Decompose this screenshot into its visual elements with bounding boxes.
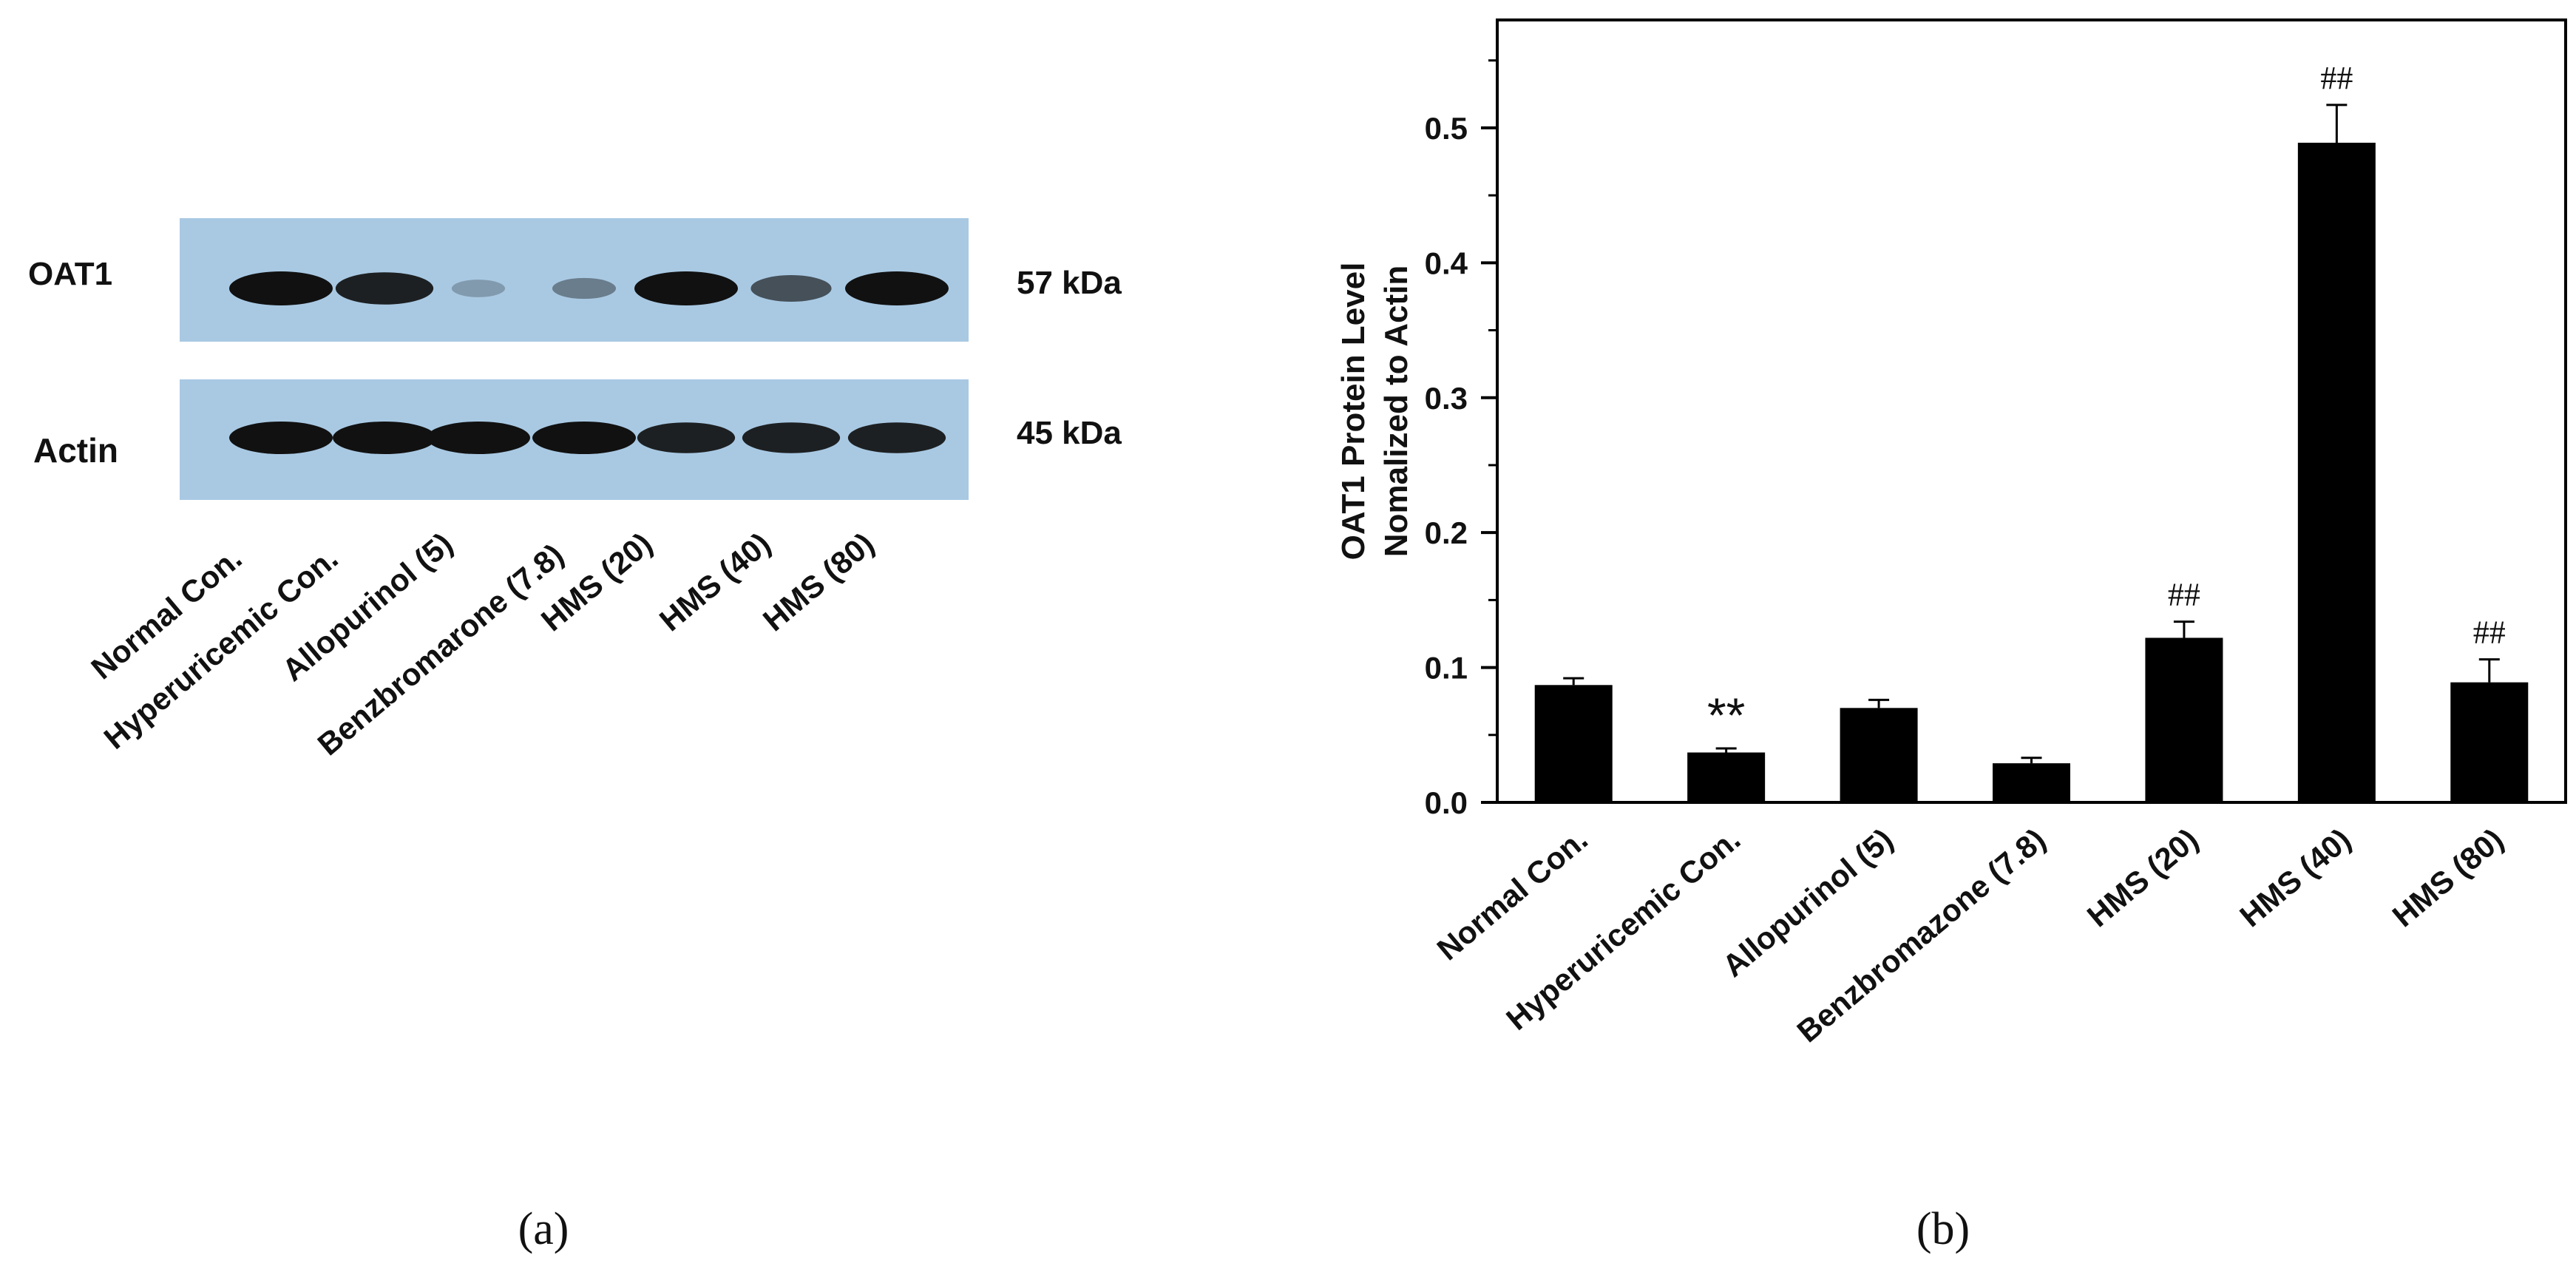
x-tick-label: Normal Con. — [1431, 822, 1594, 967]
y-axis-title-line2: Nomalized to Actin — [1378, 265, 1414, 557]
oat1-band — [451, 280, 506, 297]
y-tick-label: 0.2 — [1425, 515, 1468, 550]
oat1-bands — [229, 271, 949, 305]
bar — [1840, 708, 1918, 802]
western-blot-panel: OAT1 Actin 57 kDa 45 kDa Normal Con. Hyp… — [28, 218, 1122, 1254]
actin-band — [847, 422, 946, 453]
y-axis-title: OAT1 Protein Level Nomalized to Actin — [1335, 263, 1414, 561]
x-tick-label: HMS (80) — [2386, 822, 2510, 934]
oat1-band — [750, 275, 832, 302]
actin-size-label: 45 kDa — [1017, 415, 1122, 451]
bar — [2297, 142, 2376, 802]
actin-row-label: Actin — [33, 431, 118, 470]
actin-band — [333, 422, 436, 454]
bar — [1534, 685, 1613, 802]
annotation: ## — [2473, 615, 2506, 651]
y-tick-label: 0.5 — [1425, 111, 1468, 146]
panel-a-caption: (a) — [518, 1204, 569, 1254]
oat1-band — [552, 277, 617, 300]
bar — [1993, 763, 2070, 802]
oat1-band — [335, 272, 434, 305]
y-tick-label: 0.3 — [1425, 381, 1468, 416]
actin-band — [637, 422, 736, 453]
x-tick-label: HMS (40) — [2233, 822, 2357, 934]
oat1-band — [229, 271, 333, 305]
plot-frame — [1496, 18, 2567, 804]
actin-band — [427, 422, 530, 454]
actin-bands — [229, 422, 946, 454]
x-tick-label: HMS (20) — [2081, 822, 2205, 934]
oat1-band — [845, 271, 949, 305]
annotation: ## — [2168, 577, 2200, 613]
oat1-row-label: OAT1 — [28, 256, 112, 292]
oat1-size-label: 57 kDa — [1017, 265, 1122, 301]
lane-label: Benzbromarone (7.8) — [311, 537, 570, 762]
y-axis-title-line1: OAT1 Protein Level — [1335, 263, 1372, 561]
bar — [1687, 752, 1766, 802]
y-tick-label: 0.4 — [1425, 246, 1468, 280]
lane-label: HMS (40) — [653, 526, 777, 638]
actin-band — [229, 422, 333, 454]
y-axis: 0.0 0.1 0.2 0.3 0.4 0.5 — [1425, 59, 1497, 820]
bar-series — [1534, 142, 2529, 802]
panel-b-caption: (b) — [1916, 1204, 1970, 1254]
error-bars — [1563, 104, 2500, 764]
annotation: ## — [2320, 60, 2353, 96]
bar — [2450, 682, 2529, 802]
actin-band — [742, 422, 841, 453]
y-tick-label: 0.0 — [1425, 785, 1468, 820]
actin-band — [532, 422, 636, 454]
annotation: ** — [1707, 688, 1745, 742]
oat1-band — [634, 271, 738, 305]
x-axis-labels: Normal Con.Hyperuricemic Con.Allopurinol… — [1431, 822, 2510, 1049]
significance-annotations: ** ## ## ## — [1707, 60, 2506, 742]
bar — [2145, 637, 2223, 802]
x-tick-label: Benzbromazone (7.8) — [1790, 822, 2052, 1049]
y-tick-label: 0.1 — [1425, 651, 1468, 686]
lane-label: HMS (80) — [756, 526, 881, 638]
bar-chart-panel: 0.00.10.20.30.40.5 **###### Normal Con.H… — [1335, 18, 2567, 1254]
lane-labels: Normal Con. Hyperuricemic Con. Allopurin… — [84, 526, 880, 762]
lane-label: HMS (20) — [535, 526, 659, 638]
